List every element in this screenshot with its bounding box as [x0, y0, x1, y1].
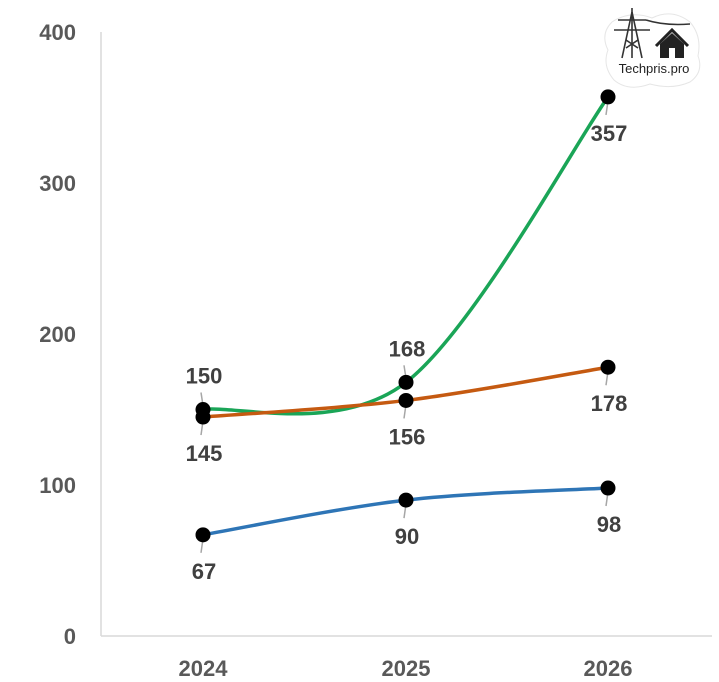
data-label: 156: [389, 424, 426, 449]
markers: [195, 89, 616, 543]
data-label: 150: [186, 364, 223, 389]
x-tick-label: 2025: [382, 656, 431, 681]
data-label: 178: [591, 391, 628, 416]
chart-axes: [100, 32, 712, 637]
house-icon: [654, 27, 690, 58]
x-tick-labels: 2024 2025 2026: [179, 656, 633, 681]
data-label: 357: [591, 121, 628, 146]
y-tick-label: 200: [39, 322, 76, 347]
data-point-marker: [600, 359, 616, 375]
data-point-marker: [398, 492, 414, 508]
data-labels: 150 168 357 145 156 178 67 90 98: [186, 121, 628, 584]
logo-text: Techpris.pro: [619, 61, 690, 76]
y-tick-labels: 0 100 200 300 400: [39, 20, 76, 649]
data-label: 168: [389, 336, 426, 361]
data-point-marker: [600, 480, 616, 496]
data-label: 67: [192, 559, 216, 584]
data-label: 145: [186, 441, 223, 466]
leader-lines: [200, 100, 609, 553]
data-label: 98: [597, 512, 621, 537]
x-tick-label: 2026: [584, 656, 633, 681]
x-tick-label: 2024: [179, 656, 229, 681]
y-tick-label: 0: [64, 624, 76, 649]
techpris-logo: Techpris.pro: [604, 8, 701, 88]
y-tick-label: 300: [39, 171, 76, 196]
y-tick-label: 400: [39, 20, 76, 45]
power-tower-icon: [614, 8, 691, 59]
y-tick-label: 100: [39, 473, 76, 498]
series-layer: [201, 95, 610, 537]
data-point-marker: [398, 392, 414, 408]
series-line-0: [201, 95, 610, 416]
data-point-marker: [600, 89, 616, 105]
data-point-marker: [195, 409, 211, 425]
data-point-marker: [195, 527, 211, 543]
data-label: 90: [395, 524, 419, 549]
data-point-marker: [398, 374, 414, 390]
